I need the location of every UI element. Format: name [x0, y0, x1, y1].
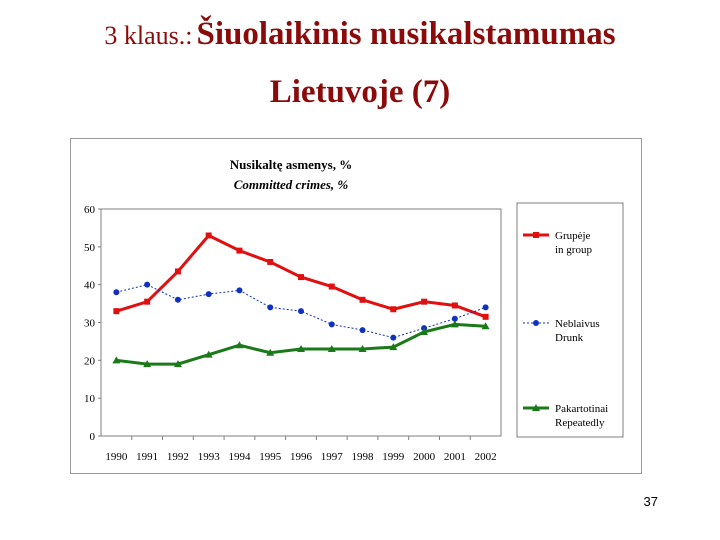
data-point — [389, 343, 398, 351]
x-tick-label: 1996 — [290, 451, 313, 463]
data-point — [112, 356, 121, 364]
x-tick-label: 1994 — [228, 451, 251, 463]
data-point — [144, 281, 151, 288]
data-point — [174, 296, 181, 303]
data-point — [390, 306, 397, 313]
y-tick-label: 60 — [84, 204, 96, 216]
x-tick-label: 1998 — [352, 451, 375, 463]
data-point — [297, 344, 305, 352]
data-point — [358, 344, 367, 352]
data-point — [359, 296, 366, 303]
x-tick-label: 1990 — [105, 451, 128, 463]
data-point — [482, 313, 489, 320]
legend-box — [516, 202, 624, 438]
data-point — [205, 291, 212, 298]
x-tick-label: 2001 — [444, 451, 466, 463]
x-tick-label: 1991 — [136, 451, 158, 463]
data-point — [451, 315, 458, 322]
series-layer — [112, 232, 490, 368]
y-tick-label: 0 — [90, 431, 96, 443]
legend-label: Neblaivus — [555, 318, 600, 330]
y-tick-label: 50 — [84, 242, 96, 254]
legend-label: in group — [555, 244, 592, 256]
data-point — [533, 232, 539, 238]
x-tick-label: 1999 — [382, 451, 405, 463]
y-tick-label: 40 — [84, 280, 96, 292]
x-tick-label: 1997 — [321, 451, 344, 463]
data-point — [451, 302, 458, 309]
data-point — [174, 268, 181, 275]
legend-entry: Pakartotinai Repeatedly — [523, 403, 608, 429]
data-point — [113, 289, 120, 296]
data-point — [482, 304, 489, 311]
data-point — [420, 327, 429, 335]
series-3 — [112, 320, 490, 368]
y-tick-label: 30 — [84, 318, 96, 330]
data-point — [267, 258, 274, 265]
data-point — [450, 320, 459, 328]
data-point — [328, 321, 335, 328]
data-point — [266, 348, 275, 356]
x-tick-label: 1992 — [167, 451, 189, 463]
y-axis: 0 10 20 30 40 50 60 — [84, 204, 101, 443]
data-point — [113, 308, 120, 315]
data-point — [421, 298, 428, 305]
data-point — [236, 247, 243, 254]
data-point — [144, 298, 151, 305]
slide-title: 3 klaus.: Šiuolaikinis nusikalstamumas L… — [0, 8, 720, 118]
plot-area — [100, 208, 502, 437]
title-line-1: Šiuolaikinis nusikalstamumas — [196, 16, 616, 52]
x-tick-label: 2002 — [475, 451, 497, 463]
line-chart: Nusikaltę asmenys, % Committed crimes, %… — [84, 157, 624, 463]
data-point — [298, 274, 304, 281]
legend-label: Pakartotinai — [555, 403, 608, 415]
data-point — [328, 283, 335, 290]
data-point — [298, 308, 304, 315]
x-tick-label: 1993 — [198, 451, 221, 463]
chart-title: Nusikaltę asmenys, % — [230, 157, 352, 172]
legend-label: Repeatedly — [555, 417, 605, 429]
y-tick-label: 20 — [84, 355, 96, 367]
legend: Grupėje in group Neblaivus Drunk Pakartotina… — [523, 230, 608, 429]
data-point — [204, 350, 213, 358]
y-tick-label: 10 — [84, 393, 96, 405]
data-point — [235, 341, 244, 349]
chart-frame: Nusikaltę asmenys, % Committed crimes, %… — [70, 138, 642, 474]
data-point — [532, 404, 540, 411]
data-point — [327, 344, 336, 352]
data-point — [481, 322, 490, 330]
x-tick-label: 1995 — [259, 451, 282, 463]
page-number: 37 — [643, 494, 658, 509]
x-axis: 1990 1991 1992 1993 1994 1995 1996 1997 1998 1999… — [105, 436, 497, 463]
legend-label: Drunk — [555, 332, 584, 344]
series-1 — [113, 232, 489, 320]
data-point — [359, 327, 366, 334]
legend-entry: Neblaivus Drunk — [523, 318, 600, 344]
title-line-2: Lietuvoje (7) — [269, 74, 451, 110]
data-point — [533, 320, 539, 326]
data-point — [236, 287, 243, 294]
data-point — [205, 232, 212, 239]
title-prefix: 3 klaus.: — [104, 21, 193, 50]
data-point — [173, 360, 182, 368]
legend-entry: Grupėje in group — [523, 230, 592, 256]
data-point — [267, 304, 274, 311]
legend-label: Grupėje — [555, 230, 591, 242]
data-point — [143, 360, 152, 368]
x-tick-label: 2000 — [413, 451, 436, 463]
chart-subtitle: Committed crimes, % — [234, 177, 349, 192]
data-point — [390, 334, 397, 341]
series-2 — [113, 281, 489, 341]
